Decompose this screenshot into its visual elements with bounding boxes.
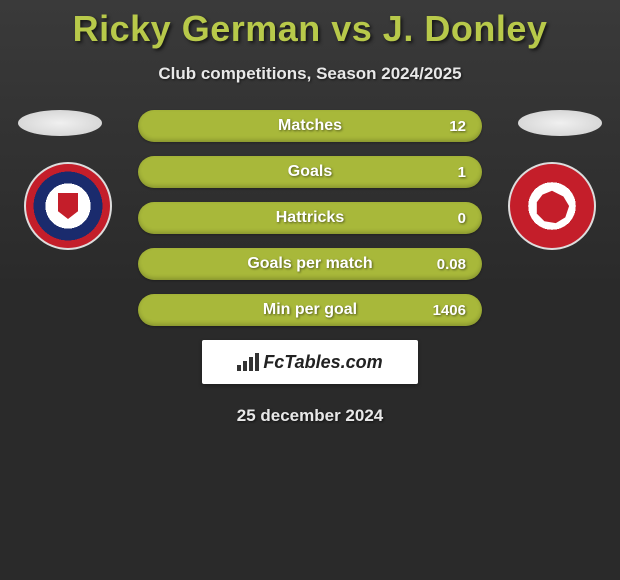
subtitle: Club competitions, Season 2024/2025 xyxy=(0,64,620,84)
stat-label: Goals xyxy=(288,163,332,181)
stat-value-right: 0 xyxy=(458,210,466,227)
stat-label: Matches xyxy=(278,117,342,135)
player-right-oval xyxy=(518,110,602,136)
page-title: Ricky German vs J. Donley xyxy=(0,0,620,50)
stat-row-hattricks: Hattricks 0 xyxy=(138,202,482,234)
player-left-oval xyxy=(18,110,102,136)
stat-row-goals: Goals 1 xyxy=(138,156,482,188)
stat-label: Min per goal xyxy=(263,301,357,319)
club-badge-right xyxy=(508,162,596,250)
stat-value-right: 12 xyxy=(449,118,466,135)
stat-value-right: 0.08 xyxy=(437,256,466,273)
stat-value-right: 1 xyxy=(458,164,466,181)
footer-logo-text: FcTables.com xyxy=(263,352,382,373)
comparison-main: Matches 12 Goals 1 Hattricks 0 Goals per… xyxy=(0,110,620,426)
stat-row-matches: Matches 12 xyxy=(138,110,482,142)
stat-value-right: 1406 xyxy=(433,302,466,319)
footer-logo: FcTables.com xyxy=(202,340,418,384)
stat-row-goals-per-match: Goals per match 0.08 xyxy=(138,248,482,280)
stat-label: Goals per match xyxy=(247,255,372,273)
bar-chart-icon xyxy=(237,353,259,371)
stat-bars: Matches 12 Goals 1 Hattricks 0 Goals per… xyxy=(138,110,482,326)
club-badge-left xyxy=(24,162,112,250)
stat-row-min-per-goal: Min per goal 1406 xyxy=(138,294,482,326)
stat-label: Hattricks xyxy=(276,209,344,227)
footer-date: 25 december 2024 xyxy=(0,406,620,426)
